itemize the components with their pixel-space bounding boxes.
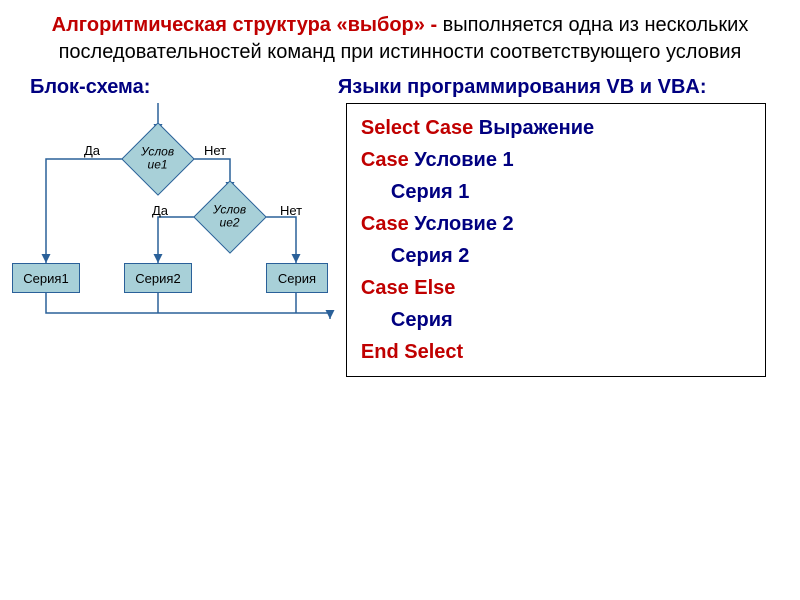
main-heading: Алгоритмическая структура «выбор» - выпо… <box>0 0 800 70</box>
code-line: Серия <box>361 304 751 336</box>
flowchart-node-label: Услов ие1 <box>141 146 174 172</box>
flowchart: Услов ие1 Услов ие2 Серия1 Серия2 Серия Да Нет… <box>12 103 332 333</box>
flowchart-process: Серия1 <box>12 263 80 293</box>
flowchart-lines <box>12 103 342 333</box>
code-text: Серия 1 <box>391 181 469 203</box>
code-keyword: Select Case <box>361 117 479 139</box>
flowchart-edge <box>158 217 204 263</box>
flowchart-process: Серия2 <box>124 263 192 293</box>
code-line: Case Else <box>361 272 751 304</box>
flowchart-edge-label: Да <box>152 203 168 218</box>
code-text: Условие 2 <box>414 213 513 235</box>
code-keyword: Case <box>361 149 414 171</box>
subheadings-row: Блок-схема: Языки программирования VB и … <box>0 70 800 99</box>
code-text: Серия 2 <box>391 245 469 267</box>
code-text: Условие 1 <box>414 149 513 171</box>
flowchart-edge-label: Да <box>84 143 100 158</box>
code-box: Select Case ВыражениеCase Условие 1Серия… <box>346 103 766 377</box>
code-line: Серия 2 <box>361 240 751 272</box>
heading-bold: Алгоритмическая структура «выбор» - <box>52 14 443 36</box>
flowchart-edge-label: Нет <box>280 203 302 218</box>
code-line: Серия 1 <box>361 176 751 208</box>
code-keyword: End Select <box>361 341 463 363</box>
code-text: Серия <box>391 309 453 331</box>
code-keyword: Case <box>361 213 414 235</box>
code-text: Выражение <box>479 117 594 139</box>
flowchart-edge <box>256 217 296 263</box>
subheading-right: Языки программирования VB и VBA: <box>338 76 788 99</box>
code-line: Case Условие 2 <box>361 208 751 240</box>
code-line: Select Case Выражение <box>361 112 751 144</box>
content-row: Услов ие1 Услов ие2 Серия1 Серия2 Серия Да Нет… <box>0 99 800 377</box>
code-line: Case Условие 1 <box>361 144 751 176</box>
code-line: End Select <box>361 336 751 368</box>
flowchart-edge <box>46 159 132 263</box>
subheading-left: Блок-схема: <box>12 76 338 99</box>
flowchart-edge <box>46 293 330 313</box>
flowchart-node-label: Услов ие2 <box>213 204 246 230</box>
flowchart-column: Услов ие1 Услов ие2 Серия1 Серия2 Серия Да Нет… <box>12 103 338 377</box>
code-keyword: Case Else <box>361 277 456 299</box>
flowchart-process: Серия <box>266 263 328 293</box>
code-column: Select Case ВыражениеCase Условие 1Серия… <box>338 103 788 377</box>
flowchart-edge-label: Нет <box>204 143 226 158</box>
